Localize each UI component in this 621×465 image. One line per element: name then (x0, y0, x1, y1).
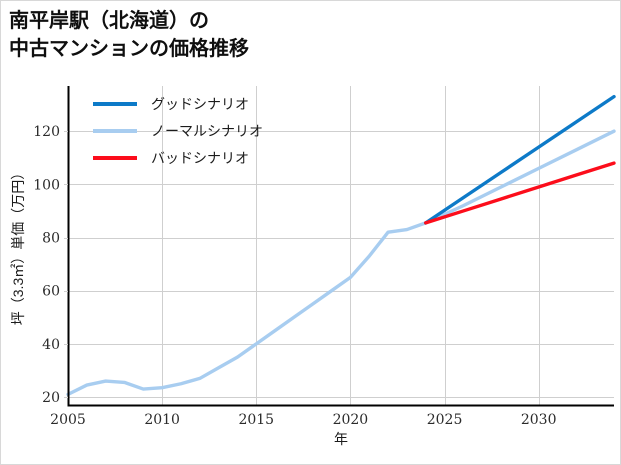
axis-spines (67, 86, 614, 407)
y-tick-label: 120 (33, 124, 60, 140)
x-tick-label: 2020 (333, 412, 369, 428)
series-line-バッドシナリオ (424, 161, 616, 225)
legend-label-グッドシナリオ: グッドシナリオ (151, 96, 249, 112)
x-tick-label: 2015 (238, 412, 274, 428)
x-tick-label: 2025 (427, 412, 463, 428)
y-tick-label: 80 (42, 231, 60, 247)
x-tick-label: 2010 (144, 412, 180, 428)
series-line-グッドシナリオ (424, 94, 616, 225)
y-tick-label: 100 (33, 177, 60, 193)
y-tick-label: 20 (42, 390, 60, 406)
x-tick-label: 2030 (521, 412, 557, 428)
series-line-ノーマルシナリオ (66, 129, 616, 397)
gridlines-layer (68, 86, 614, 405)
axis-frame-layer (67, 86, 614, 407)
series-layer (66, 94, 616, 397)
x-axis-title: 年 (334, 431, 348, 447)
legend-label-バッドシナリオ: バッドシナリオ (151, 150, 249, 166)
axis-titles-layer: 年 坪（3.3㎡）単価（万円） (10, 166, 348, 447)
y-tick-label: 40 (42, 337, 60, 353)
y-axis-title: 坪（3.3㎡）単価（万円） (10, 166, 26, 325)
tick-labels-layer: 20 40 60 80 100 120 2005 2010 2015 2020 2025 2030 (33, 124, 556, 428)
page-title: 南平岸駅（北海道）の 中古マンションの価格推移 (9, 10, 249, 61)
legend-label-ノーマルシナリオ: ノーマルシナリオ (151, 123, 263, 139)
x-tick-label: 2005 (50, 412, 86, 428)
y-tick-label: 60 (42, 284, 60, 300)
